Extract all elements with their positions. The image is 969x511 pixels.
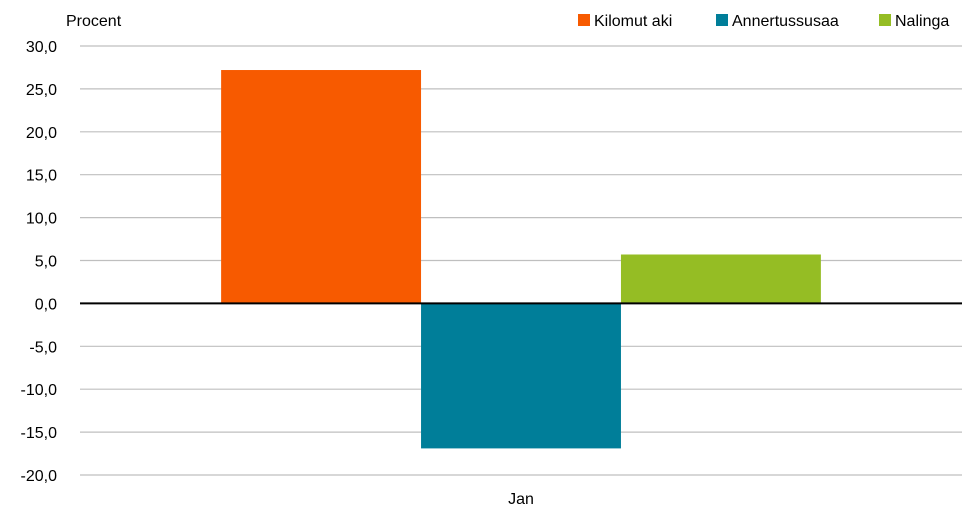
bar-nalinga	[620, 254, 821, 304]
y-tick-labels: 30,0 25,0 20,0 15,0 10,0 5,0 0,0 -5,0 -10,0 -15,0…	[21, 39, 58, 485]
legend-label: Annertussusaa	[732, 13, 839, 30]
legend: Kilomut aki Annertussusaa Nalinga	[578, 13, 949, 30]
y-axis-title: Procent	[66, 13, 122, 30]
y-tick-label: -5,0	[29, 339, 57, 356]
x-tick-labels: Jan	[508, 491, 534, 508]
legend-swatch	[879, 14, 891, 26]
y-tick-label: 15,0	[26, 168, 57, 185]
legend-swatch	[578, 14, 590, 26]
legend-label: Kilomut aki	[594, 13, 672, 30]
legend-swatch	[716, 14, 728, 26]
y-tick-label: -15,0	[21, 425, 58, 442]
legend-label: Nalinga	[895, 13, 949, 30]
bars	[221, 70, 821, 449]
y-tick-label: 30,0	[26, 39, 57, 56]
y-tick-label: 20,0	[26, 125, 57, 142]
bar-kilomut-aki	[221, 70, 422, 304]
y-tick-label: -20,0	[21, 468, 58, 485]
y-tick-label: 10,0	[26, 211, 57, 228]
y-tick-label: 5,0	[35, 254, 57, 271]
x-tick-label: Jan	[508, 491, 534, 508]
y-tick-label: -10,0	[21, 382, 58, 399]
bar-annertussusaa	[421, 303, 621, 449]
y-tick-label: 0,0	[35, 296, 57, 313]
y-tick-label: 25,0	[26, 82, 57, 99]
